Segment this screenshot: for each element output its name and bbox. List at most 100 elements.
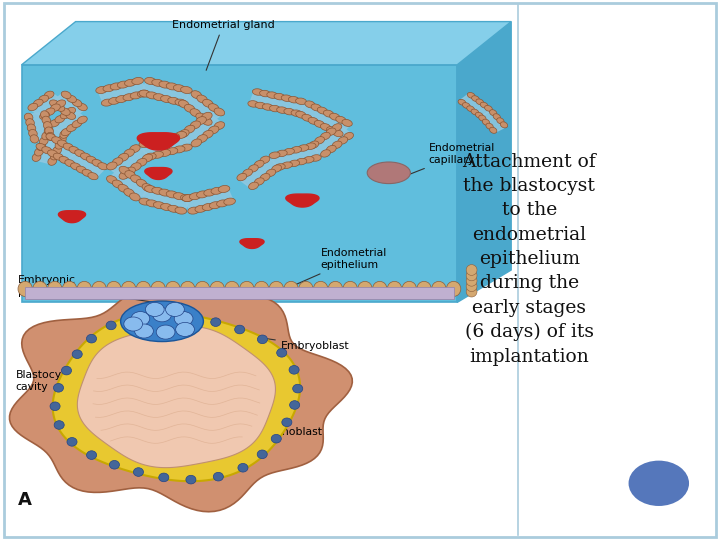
Ellipse shape (274, 164, 285, 170)
Ellipse shape (467, 275, 477, 286)
Ellipse shape (110, 83, 122, 90)
Ellipse shape (320, 132, 330, 140)
Ellipse shape (323, 110, 334, 117)
Ellipse shape (67, 124, 76, 132)
Ellipse shape (45, 127, 53, 135)
Ellipse shape (18, 281, 32, 296)
Ellipse shape (152, 79, 163, 86)
Ellipse shape (55, 141, 64, 149)
Ellipse shape (262, 104, 273, 110)
Ellipse shape (76, 166, 86, 173)
Ellipse shape (276, 107, 287, 113)
Ellipse shape (59, 157, 69, 164)
Ellipse shape (109, 461, 120, 469)
Ellipse shape (56, 100, 66, 107)
Ellipse shape (320, 124, 330, 131)
Ellipse shape (146, 200, 158, 207)
Ellipse shape (271, 434, 282, 443)
Ellipse shape (254, 281, 269, 296)
Ellipse shape (40, 111, 49, 119)
Ellipse shape (142, 154, 153, 162)
Polygon shape (22, 22, 511, 65)
Ellipse shape (133, 468, 143, 476)
Ellipse shape (191, 91, 202, 99)
Ellipse shape (202, 99, 213, 107)
Ellipse shape (248, 165, 258, 172)
Ellipse shape (467, 106, 474, 112)
Ellipse shape (107, 162, 117, 170)
Ellipse shape (117, 81, 129, 88)
Ellipse shape (67, 95, 76, 103)
Polygon shape (145, 167, 172, 179)
Ellipse shape (119, 171, 130, 179)
Ellipse shape (78, 116, 87, 124)
Ellipse shape (33, 281, 48, 296)
Ellipse shape (255, 102, 266, 109)
Ellipse shape (136, 158, 147, 166)
Ellipse shape (296, 111, 306, 118)
Ellipse shape (188, 207, 199, 214)
Ellipse shape (467, 92, 475, 98)
Ellipse shape (311, 104, 321, 111)
Ellipse shape (282, 418, 292, 427)
Ellipse shape (475, 112, 483, 118)
Ellipse shape (309, 141, 319, 148)
Ellipse shape (313, 281, 328, 296)
Ellipse shape (372, 281, 387, 296)
Ellipse shape (72, 99, 82, 106)
Ellipse shape (190, 121, 201, 129)
Ellipse shape (32, 153, 41, 161)
Ellipse shape (467, 265, 477, 275)
Ellipse shape (186, 312, 196, 321)
Ellipse shape (284, 148, 294, 155)
Polygon shape (142, 136, 189, 156)
Ellipse shape (66, 107, 76, 114)
Ellipse shape (305, 143, 316, 150)
Circle shape (166, 302, 184, 316)
Ellipse shape (260, 156, 270, 164)
Ellipse shape (197, 95, 207, 103)
Ellipse shape (30, 135, 39, 143)
Ellipse shape (86, 451, 96, 460)
Ellipse shape (145, 77, 156, 85)
Ellipse shape (196, 117, 207, 125)
Ellipse shape (161, 96, 172, 103)
Ellipse shape (52, 137, 62, 144)
Text: Endometrial gland: Endometrial gland (172, 19, 274, 70)
Ellipse shape (208, 126, 219, 134)
Circle shape (135, 324, 153, 338)
Ellipse shape (298, 145, 309, 151)
Ellipse shape (124, 149, 135, 157)
Ellipse shape (186, 475, 196, 484)
Ellipse shape (159, 150, 171, 157)
Ellipse shape (125, 79, 136, 86)
Ellipse shape (124, 188, 135, 197)
Ellipse shape (282, 95, 292, 102)
Ellipse shape (60, 111, 70, 119)
Ellipse shape (168, 133, 179, 140)
Ellipse shape (358, 281, 372, 296)
Ellipse shape (225, 281, 239, 296)
Ellipse shape (71, 163, 81, 170)
Ellipse shape (161, 135, 172, 142)
Polygon shape (183, 94, 220, 122)
Ellipse shape (61, 129, 71, 136)
Ellipse shape (318, 107, 328, 114)
Polygon shape (286, 194, 319, 207)
Polygon shape (185, 190, 233, 210)
Ellipse shape (152, 187, 163, 194)
Polygon shape (142, 82, 189, 102)
Ellipse shape (490, 110, 497, 116)
Ellipse shape (50, 152, 59, 160)
Polygon shape (99, 82, 146, 102)
Ellipse shape (189, 193, 201, 200)
Ellipse shape (276, 348, 287, 357)
Polygon shape (241, 159, 277, 186)
Text: Blastocystic
cavity: Blastocystic cavity (16, 370, 152, 396)
Ellipse shape (66, 112, 76, 119)
Ellipse shape (202, 204, 214, 211)
Ellipse shape (118, 153, 129, 161)
Ellipse shape (289, 366, 299, 374)
Ellipse shape (181, 194, 192, 201)
Ellipse shape (158, 310, 168, 319)
